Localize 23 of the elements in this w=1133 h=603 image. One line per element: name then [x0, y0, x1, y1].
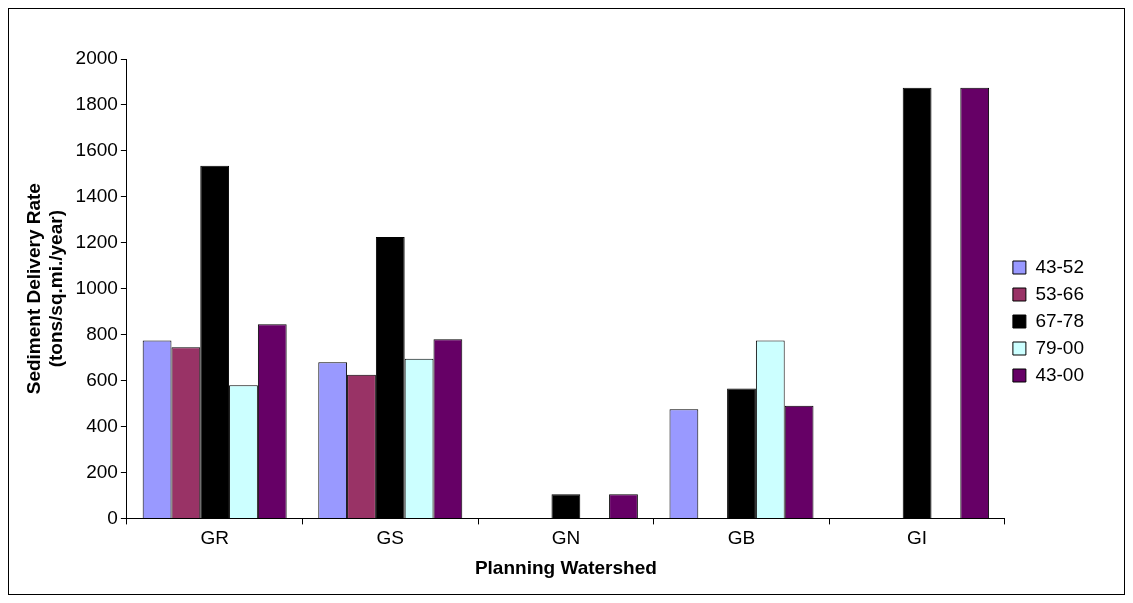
x-tick-label: GS [376, 527, 405, 549]
legend-label: 43-52 [1035, 255, 1085, 277]
y-tick-label: 1000 [75, 276, 118, 298]
y-tick-label: 1600 [75, 139, 118, 161]
x-tick-label: GR [200, 527, 229, 549]
legend-label: 67-78 [1035, 309, 1085, 331]
y-tick-label: 1800 [75, 93, 118, 115]
y-tick-label: 1400 [75, 185, 118, 207]
y-tick-label: 600 [86, 368, 118, 390]
x-tick-label: GI [907, 527, 928, 549]
y-tick-label: 200 [86, 460, 118, 482]
y-tick-label: 1200 [75, 230, 118, 252]
x-tick-label: GB [727, 527, 756, 549]
y-tick-label: 0 [107, 506, 118, 528]
x-axis-title: Planning Watershed [474, 556, 657, 578]
y-tick-label: 2000 [75, 47, 118, 69]
legend-label: 79-00 [1035, 336, 1085, 358]
x-tick-label: GN [551, 527, 581, 549]
y-tick-label: 400 [86, 414, 118, 436]
y-tick-label: 800 [86, 322, 118, 344]
y-axis-title: Sediment Delivery Rate (tons/sq.mi./year) [22, 183, 67, 395]
legend-label: 53-66 [1035, 282, 1085, 304]
legend-label: 43-00 [1035, 363, 1085, 385]
